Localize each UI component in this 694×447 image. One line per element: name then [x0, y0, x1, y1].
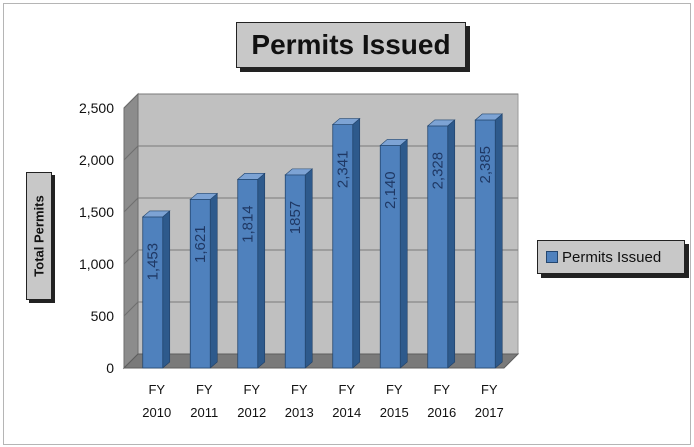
- bar-side: [400, 139, 407, 368]
- x-tick-label: 2011: [190, 405, 218, 420]
- side-wall: [124, 94, 138, 368]
- legend: Permits Issued: [537, 240, 685, 274]
- x-tick-label: FY: [291, 382, 308, 397]
- data-label: 2,385: [477, 146, 494, 184]
- x-tick-label: 2012: [237, 405, 266, 420]
- x-tick-label: FY: [481, 382, 498, 397]
- data-label: 1,621: [192, 225, 209, 263]
- x-tick-label: 2013: [285, 405, 314, 420]
- y-tick-label: 1,000: [79, 256, 114, 272]
- x-tick-label: 2015: [380, 405, 409, 420]
- bar-side: [448, 120, 455, 368]
- legend-entry: Permits Issued: [562, 249, 661, 266]
- floor: [124, 354, 518, 368]
- bar-side: [353, 119, 360, 368]
- y-tick-label: 500: [91, 308, 115, 324]
- x-tick-label: FY: [433, 382, 450, 397]
- data-label: 1857: [287, 201, 304, 234]
- x-tick-label: FY: [243, 382, 260, 397]
- y-axis-label-box: Total Permits: [26, 172, 52, 300]
- y-tick-label: 0: [106, 360, 114, 376]
- x-tick-label: FY: [338, 382, 355, 397]
- data-label: 2,341: [335, 151, 352, 189]
- chart-title: Permits Issued: [251, 29, 450, 61]
- bar-side: [210, 193, 217, 368]
- x-tick-label: 2017: [475, 405, 504, 420]
- bar-side: [163, 211, 170, 368]
- data-label: 1,453: [145, 243, 162, 281]
- bar-side: [305, 169, 312, 368]
- y-tick-label: 2,000: [79, 152, 114, 168]
- x-tick-label: FY: [148, 382, 165, 397]
- x-tick-label: 2014: [332, 405, 361, 420]
- data-label: 1,814: [240, 205, 257, 243]
- x-tick-label: 2016: [427, 405, 456, 420]
- chart-title-box: Permits Issued: [236, 22, 466, 68]
- bar: [190, 199, 210, 368]
- bar-side: [495, 114, 502, 368]
- legend-swatch: [546, 251, 558, 263]
- bar-side: [258, 173, 265, 368]
- y-tick-label: 2,500: [79, 100, 114, 116]
- x-tick-label: FY: [386, 382, 403, 397]
- y-axis-label: Total Permits: [32, 195, 47, 276]
- x-tick-label: 2010: [142, 405, 171, 420]
- x-tick-label: FY: [196, 382, 213, 397]
- data-label: 2,140: [382, 171, 399, 209]
- bar: [143, 217, 163, 368]
- data-label: 2,328: [430, 152, 447, 190]
- y-tick-label: 1,500: [79, 204, 114, 220]
